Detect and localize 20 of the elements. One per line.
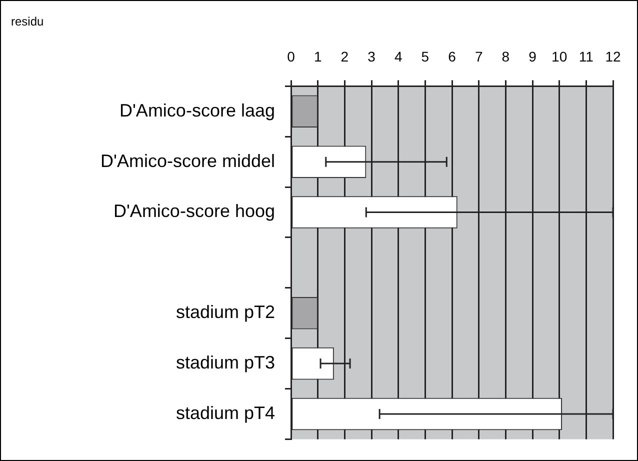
y-tick-label: stadium pT4 [176,402,275,423]
y-tick-label: D'Amico-score hoog [114,201,275,222]
x-tick-label: 9 [528,48,537,65]
x-tick-label: 5 [421,48,430,65]
x-tick-label: 3 [368,48,376,65]
x-tick-label: 8 [502,48,510,65]
x-tick-label: 12 [605,48,621,65]
x-tick-label: 2 [340,48,349,65]
y-tick-label: D'Amico-score middel [100,150,275,171]
y-tick-label: stadium pT2 [176,302,275,322]
x-tick-label: 4 [394,48,402,65]
x-tick-label: 11 [578,48,594,65]
x-tick-label: 6 [448,48,456,65]
x-tick-label: 10 [552,48,568,65]
text: residu [11,14,44,29]
y-tick-label: D'Amico-score laag [120,100,275,120]
x-tick-label: 1 [314,48,322,65]
x-tick-label: 7 [474,48,483,65]
x-tick-label: 0 [287,48,296,65]
y-tick-label: stadium pT3 [176,352,275,373]
